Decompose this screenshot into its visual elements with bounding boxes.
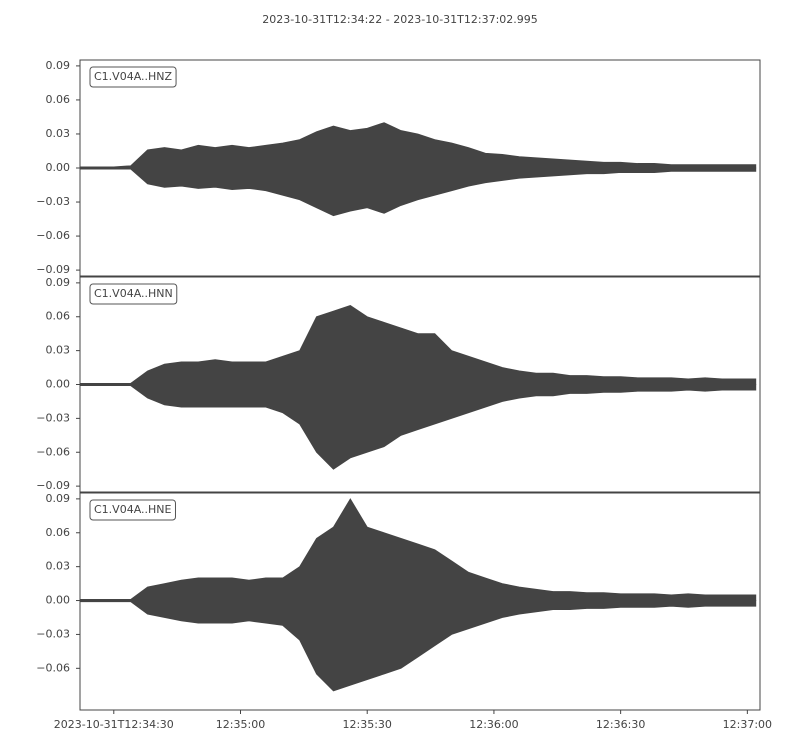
x-tick-label: 12:37:00 xyxy=(723,718,772,731)
y-tick-label: −0.03 xyxy=(36,195,70,208)
y-tick-label: 0.06 xyxy=(46,526,71,539)
trace-label: C1.V04A..HNZ xyxy=(94,70,173,83)
panel-frame xyxy=(79,492,761,711)
y-tick-label: −0.06 xyxy=(36,445,70,458)
y-tick-label: 0.00 xyxy=(46,161,71,174)
waveform xyxy=(79,600,757,692)
waveform xyxy=(79,305,757,385)
y-tick-label: 0.06 xyxy=(46,310,71,323)
y-tick-label: −0.03 xyxy=(36,627,70,640)
chart-title: 2023-10-31T12:34:22 - 2023-10-31T12:37:0… xyxy=(262,13,538,26)
y-tick-label: 0.03 xyxy=(46,560,71,573)
y-tick-label: 0.09 xyxy=(46,492,71,505)
y-tick-label: 0.09 xyxy=(46,59,71,72)
x-tick-label: 12:35:30 xyxy=(343,718,392,731)
y-tick-label: 0.00 xyxy=(46,594,71,607)
y-tick-label: 0.03 xyxy=(46,127,71,140)
trace-label: C1.V04A..HNE xyxy=(94,503,172,516)
x-tick-label: 2023-10-31T12:34:30 xyxy=(54,718,174,731)
trace-label: C1.V04A..HNN xyxy=(94,287,173,300)
trace-label-box xyxy=(89,283,178,305)
trace-label-box xyxy=(89,499,176,521)
waveform xyxy=(79,498,757,601)
waveform xyxy=(79,122,757,169)
waveform xyxy=(79,384,757,470)
x-tick-label: 12:35:00 xyxy=(216,718,265,731)
y-tick-label: −0.06 xyxy=(36,229,70,242)
waveform xyxy=(79,167,757,217)
x-tick-label: 12:36:30 xyxy=(596,718,645,731)
trace-label-box xyxy=(89,66,177,88)
y-tick-label: −0.09 xyxy=(36,263,70,276)
y-tick-label: −0.09 xyxy=(36,479,70,492)
y-tick-label: −0.03 xyxy=(36,411,70,424)
x-tick-label: 12:36:00 xyxy=(469,718,518,731)
y-tick-label: 0.09 xyxy=(46,276,71,289)
y-tick-label: 0.03 xyxy=(46,344,71,357)
y-tick-label: −0.06 xyxy=(36,661,70,674)
y-tick-label: 0.00 xyxy=(46,378,71,391)
y-tick-label: 0.06 xyxy=(46,93,71,106)
